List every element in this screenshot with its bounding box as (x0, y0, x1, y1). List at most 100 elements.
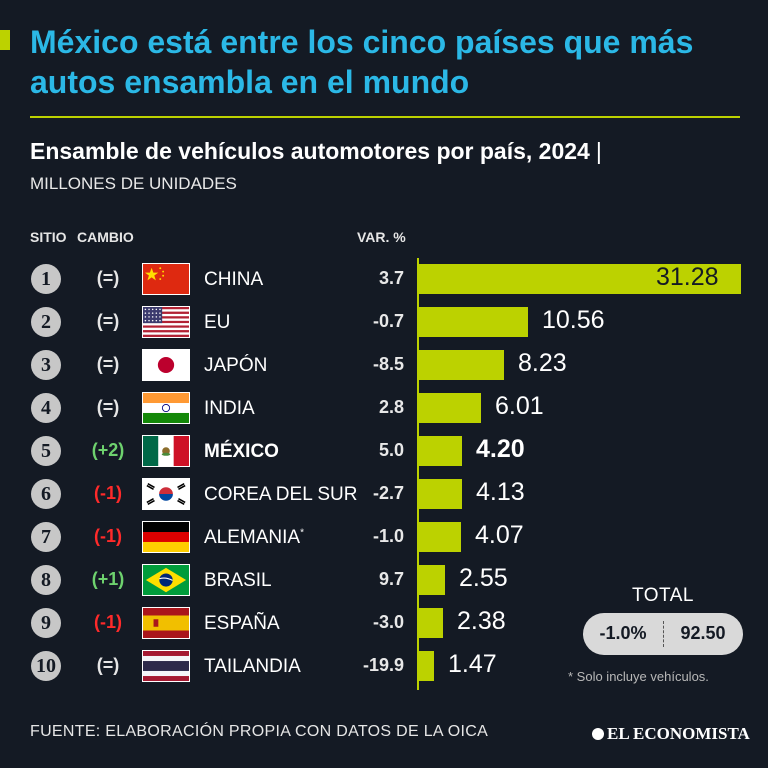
total-divider (663, 621, 664, 647)
footnote-marker: * (300, 527, 304, 539)
bar-value-label: 1.47 (448, 650, 497, 678)
korea-flag-icon (142, 478, 190, 510)
country-name: TAILANDIA (204, 656, 301, 677)
chart-row: 3 (=) JAPÓN -8.5 8.23 (0, 344, 768, 387)
var-percent: 2.8 (378, 397, 404, 417)
bar-value-label: 4.07 (475, 521, 524, 549)
bar (419, 479, 462, 509)
rank-change: (-1) (94, 483, 122, 503)
germany-flag-icon (142, 521, 190, 553)
rank-change: (=) (96, 354, 120, 374)
country-label: COREA DEL SUR (204, 484, 357, 506)
headline-rule (30, 116, 740, 118)
bar-value-label: 4.13 (476, 478, 525, 506)
total-value: 92.50 (680, 623, 726, 643)
rank-badge: 6 (31, 479, 61, 509)
country-label: INDIA (204, 398, 255, 420)
china-flag-icon (142, 263, 190, 295)
total-box: -1.0% 92.50 (583, 613, 743, 655)
footnote: * Solo incluye vehículos. (568, 669, 709, 684)
country-name: INDIA (204, 398, 255, 419)
bar-value-label: 10.56 (542, 306, 605, 334)
brand-dot-icon (592, 728, 604, 740)
rank-change: (=) (96, 268, 120, 288)
rank-badge: 4 (31, 393, 61, 423)
rank-badge: 10 (31, 651, 61, 681)
var-percent: 9.7 (378, 569, 404, 589)
column-header-rank: SITIO (30, 229, 67, 245)
bar (419, 350, 504, 380)
total-label: TOTAL (632, 585, 694, 606)
country-name: BRASIL (204, 570, 272, 591)
country-label: ALEMANIA* (204, 527, 304, 549)
bar-value-label: 8.23 (518, 349, 567, 377)
rank-change: (+1) (91, 569, 125, 589)
bar (419, 436, 462, 466)
var-percent: -0.7 (372, 311, 404, 331)
country-label: MÉXICO (204, 441, 279, 463)
total-var: -1.0% (599, 623, 647, 643)
country-name: JAPÓN (204, 355, 268, 376)
headline: México está entre los cinco países que m… (30, 24, 694, 100)
rank-change: (=) (96, 397, 120, 417)
bar-value-label: 6.01 (495, 392, 544, 420)
var-percent: -1.0 (372, 526, 404, 546)
rank-change: (+2) (91, 440, 125, 460)
spain-flag-icon (142, 607, 190, 639)
country-name: ESPAÑA (204, 613, 280, 634)
chart-row: 7 (-1) ALEMANIA* -1.0 4.07 (0, 516, 768, 559)
bar (419, 522, 461, 552)
rank-badge: 1 (31, 264, 61, 294)
thailand-flag-icon (142, 650, 190, 682)
bar (419, 307, 528, 337)
source-note: FUENTE: ELABORACIÓN PROPIA CON DATOS DE … (30, 723, 489, 740)
country-label: EU (204, 312, 230, 334)
chart-row: 2 (=) EU -0.7 10.56 (0, 301, 768, 344)
rank-badge: 5 (31, 436, 61, 466)
country-label: BRASIL (204, 570, 272, 592)
title-separator: | (595, 138, 602, 164)
chart-row: 1 (=) CHINA 3.7 31.28 (0, 258, 768, 301)
unit-label: MILLONES DE UNIDADES (30, 174, 237, 193)
mexico-flag-icon (142, 435, 190, 467)
chart-title-text: Ensamble de vehículos automotores por pa… (30, 138, 590, 164)
rank-change: (=) (96, 311, 120, 331)
country-label: ESPAÑA (204, 613, 280, 635)
brazil-flag-icon (142, 564, 190, 596)
var-percent: -2.7 (372, 483, 404, 503)
chart-row: 6 (-1) COREA DEL SUR -2.7 4.13 (0, 473, 768, 516)
usa-flag-icon (142, 306, 190, 338)
column-header-change: CAMBIO (77, 229, 134, 245)
accent-bar (0, 30, 10, 50)
rank-badge: 9 (31, 608, 61, 638)
var-percent: 3.7 (378, 268, 404, 288)
bar-value-label: 2.38 (457, 607, 506, 635)
chart-row: 4 (=) INDIA 2.8 6.01 (0, 387, 768, 430)
country-name: COREA DEL SUR (204, 484, 358, 505)
country-name: MÉXICO (204, 441, 279, 462)
country-name: CHINA (204, 269, 264, 290)
rank-badge: 2 (31, 307, 61, 337)
india-flag-icon (142, 392, 190, 424)
japan-flag-icon (142, 349, 190, 381)
bar (419, 608, 443, 638)
var-percent: 5.0 (378, 440, 404, 460)
bar-value-label: 2.55 (459, 564, 508, 592)
column-header-var: VAR. % (357, 229, 406, 245)
brand-name: EL ECONOMISTA (607, 724, 750, 743)
bar (419, 393, 481, 423)
bar (419, 264, 741, 294)
bar (419, 651, 434, 681)
country-label: TAILANDIA (204, 656, 301, 678)
brand-logo: EL ECONOMISTA (592, 724, 750, 744)
chart-row: 10 (=) TAILANDIA -19.9 1.47 (0, 645, 768, 688)
rank-change: (-1) (94, 612, 122, 632)
chart-row: 5 (+2) MÉXICO 5.0 4.20 (0, 430, 768, 473)
country-name: ALEMANIA (204, 527, 301, 548)
axis-line (417, 258, 419, 690)
chart-row: 9 (-1) ESPAÑA -3.0 2.38 (0, 602, 768, 645)
country-label: CHINA (204, 269, 263, 291)
rank-change: (=) (96, 655, 120, 675)
rank-badge: 8 (31, 565, 61, 595)
bar-value-label: 31.28 (656, 263, 719, 291)
